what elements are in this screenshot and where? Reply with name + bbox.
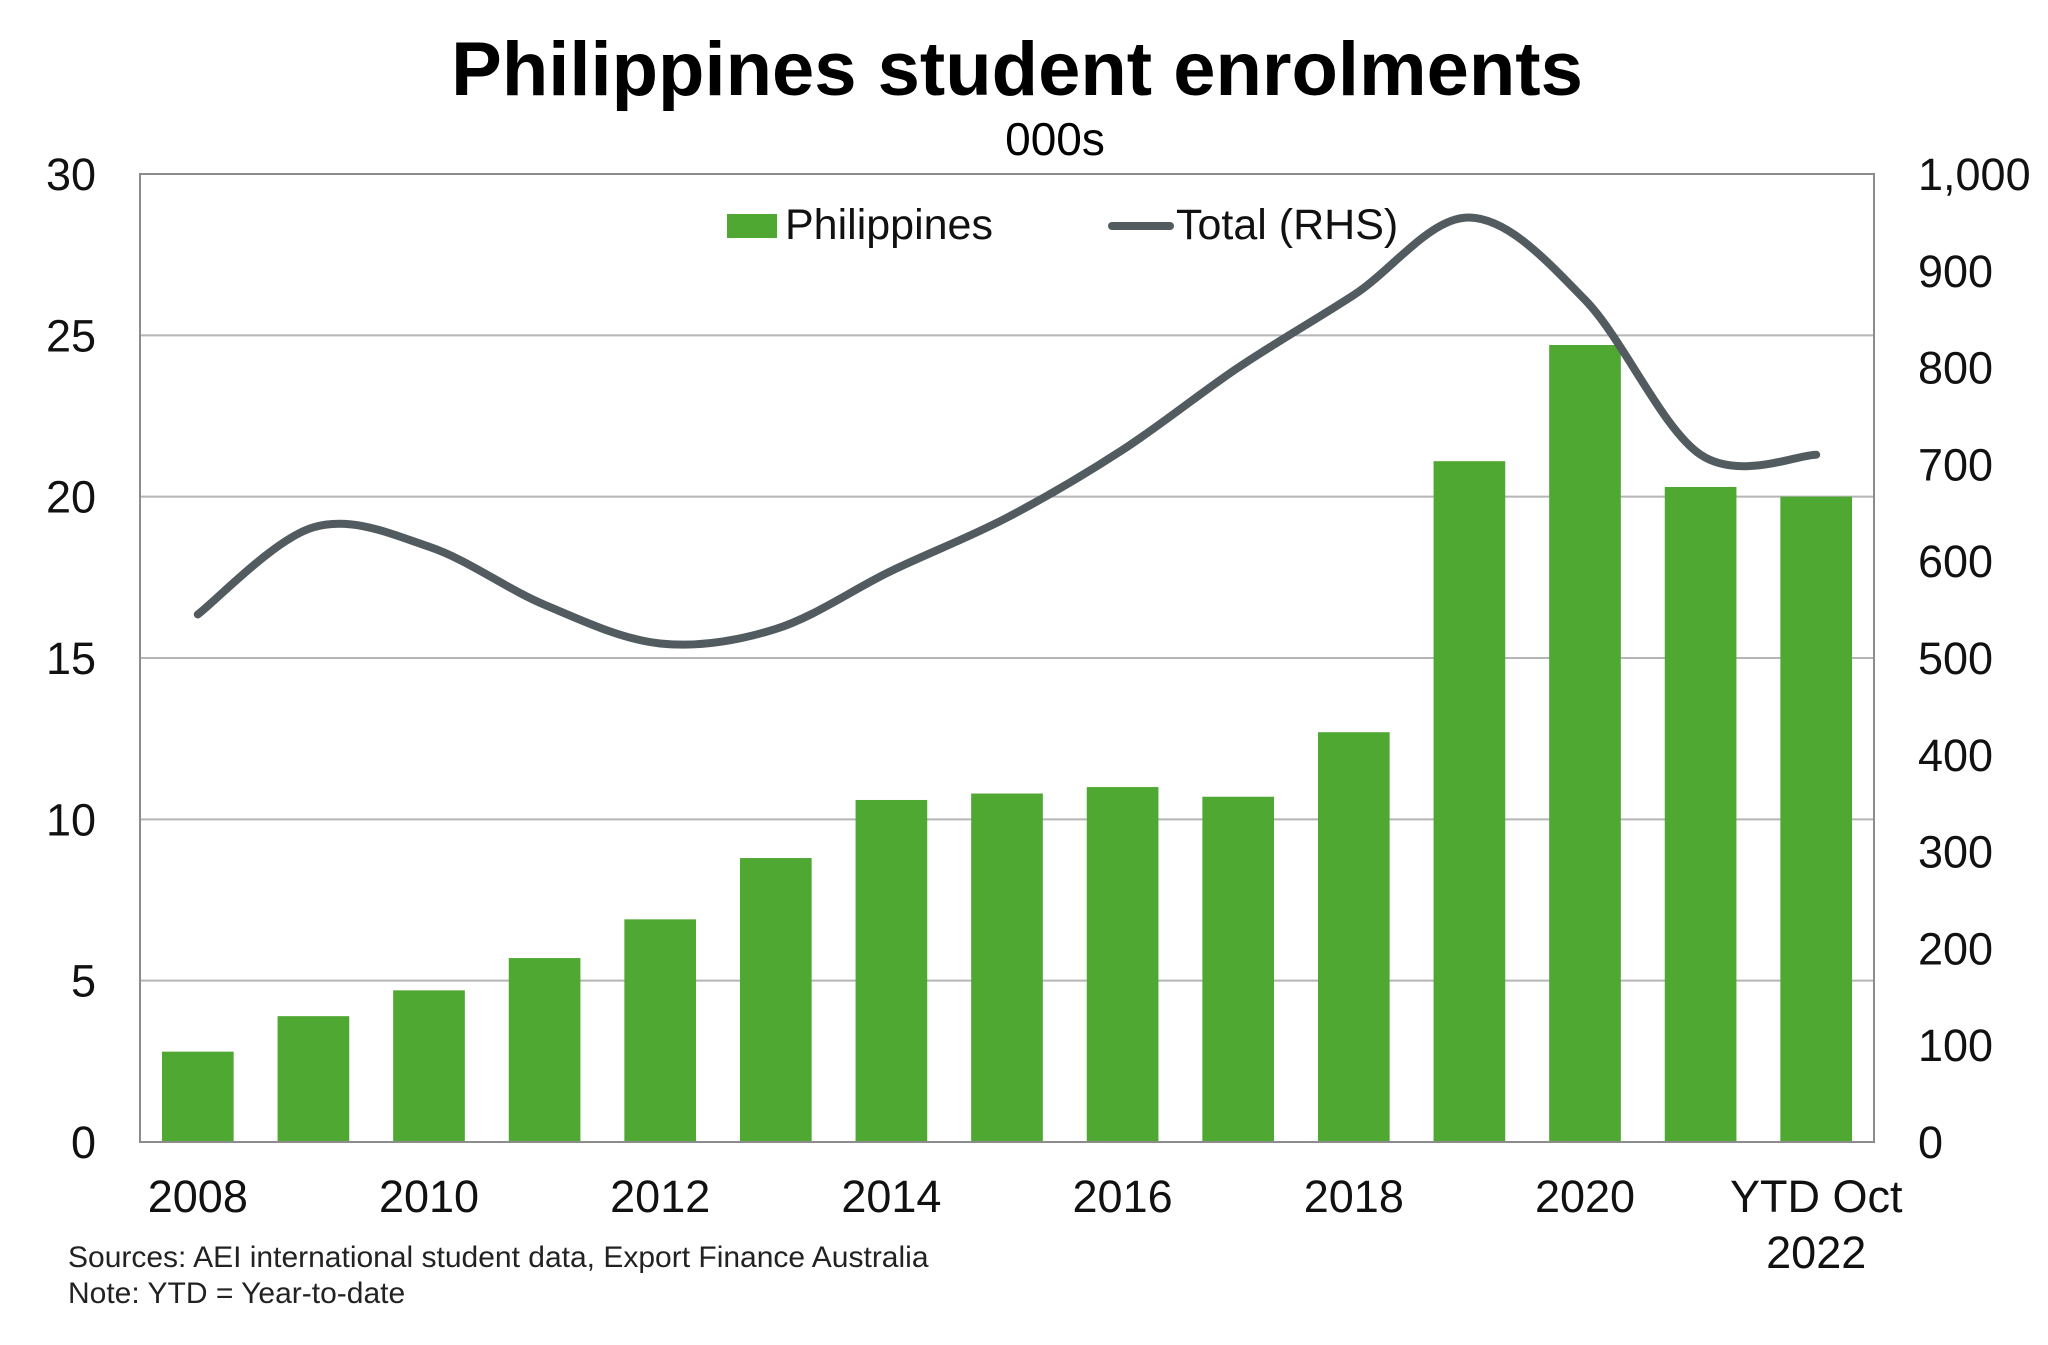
bar xyxy=(624,919,697,1142)
right-axis-tick-label: 300 xyxy=(1918,827,1993,878)
right-axis-tick-label: 100 xyxy=(1918,1020,1993,1071)
bar xyxy=(1549,345,1621,1143)
left-axis-tick-label: 5 xyxy=(71,956,96,1007)
bar xyxy=(1317,732,1390,1142)
chart-title: Philippines student enrolments xyxy=(451,27,1583,112)
x-axis-tick-label: YTD Oct xyxy=(1730,1171,1903,1222)
right-axis-tick-label: 900 xyxy=(1918,246,1993,297)
legend-swatch-philippines xyxy=(727,214,777,238)
sources-note: Sources: AEI international student data,… xyxy=(68,1241,929,1274)
bar xyxy=(1664,486,1737,1142)
bar xyxy=(277,1016,350,1142)
bar xyxy=(739,858,812,1142)
right-axis-tick-label: 200 xyxy=(1918,923,1993,974)
bar xyxy=(1433,461,1506,1142)
right-axis-tick-label: 600 xyxy=(1918,536,1993,587)
x-axis-tick-label: 2018 xyxy=(1304,1171,1404,1222)
ytd-note: Note: YTD = Year-to-date xyxy=(68,1277,405,1310)
right-axis-tick-label: 800 xyxy=(1918,343,1993,394)
chart-subtitle: 000s xyxy=(1005,113,1105,165)
bar xyxy=(393,990,465,1142)
right-axis-tick-label: 700 xyxy=(1918,439,1993,490)
bars xyxy=(161,345,1853,1143)
left-axis-tick-label: 25 xyxy=(46,310,96,361)
bar xyxy=(1780,496,1853,1143)
left-axis-ticks: 0 5 10 15 20 25 30 xyxy=(46,149,96,1168)
legend-label-philippines: Philippines xyxy=(785,201,993,249)
bar xyxy=(508,958,581,1142)
left-axis-tick-label: 30 xyxy=(46,149,96,200)
x-axis-tick-label: 2012 xyxy=(610,1171,710,1222)
left-axis-tick-label: 0 xyxy=(71,1117,96,1168)
x-axis-tick-label: 2020 xyxy=(1535,1171,1635,1222)
x-axis-tick-label: 2010 xyxy=(379,1171,479,1222)
plot-frame xyxy=(139,173,1875,1143)
legend: Philippines Total (RHS) xyxy=(727,201,1398,249)
bar xyxy=(971,793,1043,1142)
bar xyxy=(1202,796,1275,1142)
total-line xyxy=(193,213,1821,649)
right-axis-tick-label: 0 xyxy=(1918,1117,1943,1168)
left-axis-tick-label: 10 xyxy=(46,794,96,845)
legend-label-total: Total (RHS) xyxy=(1176,201,1398,249)
right-axis-tick-label: 500 xyxy=(1918,633,1993,684)
bar xyxy=(161,1051,234,1142)
x-axis-tick-label: 2008 xyxy=(148,1171,248,1222)
left-axis-tick-label: 20 xyxy=(46,472,96,523)
left-axis-tick-label: 15 xyxy=(46,633,96,684)
right-axis-tick-label: 1,000 xyxy=(1918,149,2031,200)
x-axis-tick-label: 2016 xyxy=(1073,1171,1173,1222)
x-axis-tick-label: 2022 xyxy=(1766,1227,1866,1278)
bar xyxy=(1086,787,1159,1142)
x-axis-tick-label: 2014 xyxy=(841,1171,941,1222)
right-axis-tick-label: 400 xyxy=(1918,730,1993,781)
right-axis-ticks: 0 100 200 300 400 500 600 700 800 900 1,000 xyxy=(1918,149,2031,1168)
total-line-layer xyxy=(193,213,1821,649)
bar xyxy=(855,799,928,1142)
